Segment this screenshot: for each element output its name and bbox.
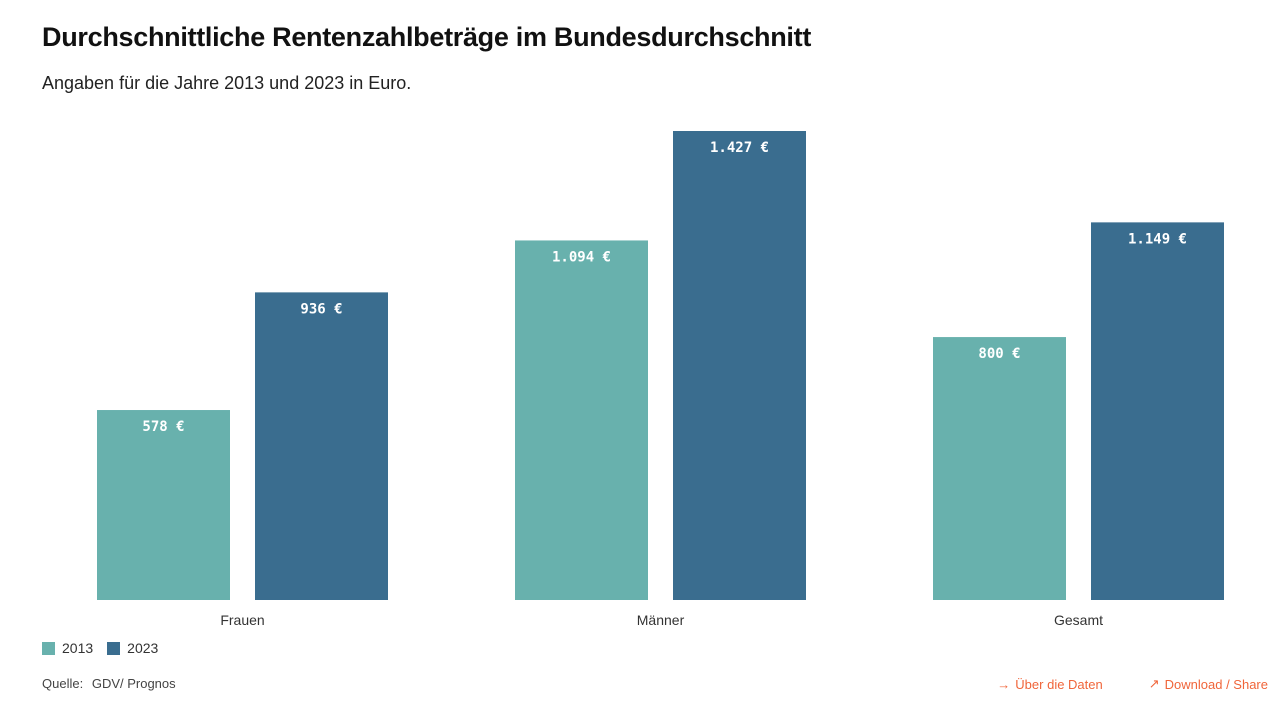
bar-chart: 578 € 936 € Frauen 1.094 € 1.427 € Männer 800 … [97,131,1224,628]
bar-frauen-2013 [97,410,230,600]
legend-swatch-2023 [107,641,121,655]
bar-frauen-2023 [255,292,388,600]
bar-value-label-gesamt-2013: 800 € [978,346,1020,362]
download-share-link[interactable]: ↗ Download / Share [1149,676,1268,692]
bar-gesamt-2023 [1091,222,1224,600]
legend-item-2013: 2013 [42,640,93,656]
legend-label-2013: 2013 [62,640,94,656]
bar-value-label-frauen-2023: 936 € [300,301,342,317]
bar-gesamt-2013 [933,337,1066,600]
source-value: GDV/ Prognos [91,676,176,691]
bar-männer-2023 [673,131,806,600]
about-data-link[interactable]: → Über die Daten [997,676,1102,692]
download-share-label: Download / Share [1164,676,1268,692]
source-note: Quelle: GDV/ Prognos [42,676,176,691]
arrow-right-icon: → [997,676,1011,692]
arrow-up-right-icon: ↗ [1148,676,1160,691]
legend-label-2023: 2023 [127,640,159,656]
source-label: Quelle: [42,676,84,691]
chart-subtitle: Angaben für die Jahre 2013 und 2023 in E… [42,73,412,93]
chart-legend: 2013 2023 [42,640,172,656]
bar-value-label-gesamt-2023: 1.149 € [1128,231,1187,247]
bar-value-label-männer-2013: 1.094 € [552,249,611,265]
bar-value-label-frauen-2013: 578 € [142,419,184,435]
category-label-frauen: Frauen [220,612,264,628]
bar-value-label-männer-2023: 1.427 € [710,140,769,156]
legend-item-2023: 2023 [107,640,158,656]
category-label-gesamt: Gesamt [1054,612,1103,628]
category-label-männer: Männer [637,612,685,628]
legend-swatch-2013 [42,641,55,655]
bar-männer-2013 [515,240,648,601]
chart-title: Durchschnittliche Rentenzahlbeträge im B… [42,22,812,52]
about-data-label: Über die Daten [1015,676,1103,692]
footer-links: → Über die Daten ↗ Download / Share [951,676,1268,692]
